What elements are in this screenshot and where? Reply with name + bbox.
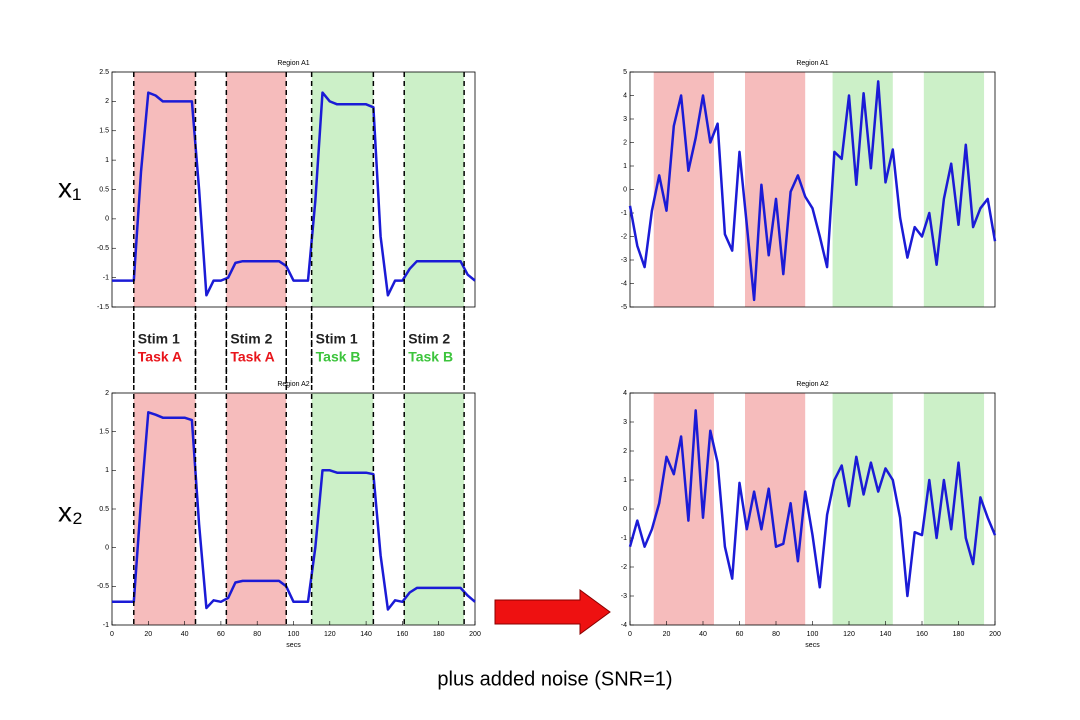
- stim-label: Stim 1: [138, 331, 180, 347]
- task-label: Task A: [230, 349, 274, 365]
- y-tick-label: -4: [621, 280, 627, 287]
- y-tick-label: -1: [621, 535, 627, 542]
- x-tick-label: 40: [181, 631, 189, 638]
- y-tick-label: -1.5: [97, 304, 109, 311]
- x-tick-label: 160: [916, 631, 928, 638]
- task-label: Task A: [138, 349, 182, 365]
- y-tick-label: 1.5: [99, 429, 109, 436]
- x-tick-label: 120: [324, 631, 336, 638]
- y-tick-label: -4: [621, 622, 627, 629]
- stimulus-region: [133, 393, 196, 625]
- stimulus-region: [133, 72, 196, 307]
- y-tick-label: -5: [621, 304, 627, 311]
- x-tick-label: 140: [880, 631, 892, 638]
- x-tick-label: 60: [736, 631, 744, 638]
- y-tick-label: 3: [623, 116, 627, 123]
- x-axis-label: secs: [286, 642, 301, 649]
- y-tick-label: 2: [623, 448, 627, 455]
- caption: plus added noise (SNR=1): [437, 668, 672, 690]
- y-tick-label: 0.5: [99, 506, 109, 513]
- x-tick-label: 80: [772, 631, 780, 638]
- y-tick-label: 2: [105, 98, 109, 105]
- x-tick-label: 140: [360, 631, 372, 638]
- x-tick-label: 180: [953, 631, 965, 638]
- stimulus-region: [832, 393, 893, 625]
- row-label: x₂: [58, 496, 83, 527]
- x-tick-label: 0: [628, 631, 632, 638]
- stimulus-region: [404, 72, 465, 307]
- y-tick-label: 4: [623, 92, 627, 99]
- task-label: Task B: [408, 349, 453, 365]
- chart-title: Region A1: [796, 60, 828, 67]
- y-tick-label: -2: [621, 564, 627, 571]
- y-tick-label: 1: [105, 157, 109, 164]
- y-tick-label: 0: [623, 186, 627, 193]
- x-tick-label: 0: [110, 631, 114, 638]
- x-tick-label: 120: [843, 631, 855, 638]
- data-line: [112, 91, 476, 297]
- stimulus-region: [744, 393, 806, 625]
- y-tick-label: 1: [105, 467, 109, 474]
- x-tick-label: 20: [144, 631, 152, 638]
- chart-title: Region A2: [277, 381, 309, 388]
- data-line: [112, 411, 476, 611]
- y-tick-label: -1: [103, 622, 109, 629]
- y-tick-label: 0: [105, 216, 109, 223]
- x-tick-label: 100: [807, 631, 819, 638]
- y-tick-label: 4: [623, 390, 627, 397]
- stim-label: Stim 1: [316, 331, 358, 347]
- task-label: Task B: [316, 349, 361, 365]
- x-tick-label: 180: [433, 631, 445, 638]
- row-label: x₁: [58, 172, 81, 203]
- stim-label: Stim 2: [408, 331, 450, 347]
- x-tick-label: 80: [253, 631, 261, 638]
- y-tick-label: 1.5: [99, 128, 109, 135]
- y-tick-label: -0.5: [97, 583, 109, 590]
- stimulus-region: [226, 72, 287, 307]
- y-tick-label: 0.5: [99, 186, 109, 193]
- y-tick-label: 3: [623, 419, 627, 426]
- y-tick-label: -3: [621, 257, 627, 264]
- y-tick-label: 1: [623, 477, 627, 484]
- x-tick-label: 40: [699, 631, 707, 638]
- stim-label: Stim 2: [230, 331, 272, 347]
- x-tick-label: 200: [469, 631, 481, 638]
- x-tick-label: 20: [663, 631, 671, 638]
- stimulus-region: [744, 72, 806, 307]
- data-line: [628, 80, 997, 302]
- y-tick-label: -2: [621, 233, 627, 240]
- x-tick-label: 100: [288, 631, 300, 638]
- y-tick-label: 2.5: [99, 69, 109, 76]
- y-tick-label: -3: [621, 593, 627, 600]
- stimulus-region: [311, 393, 374, 625]
- x-axis-label: secs: [805, 642, 820, 649]
- chart-title: Region A1: [277, 60, 309, 67]
- data-line: [628, 409, 997, 598]
- y-tick-label: 0: [623, 506, 627, 513]
- y-tick-label: 2: [623, 139, 627, 146]
- y-tick-label: 2: [105, 390, 109, 397]
- stimulus-region: [404, 393, 465, 625]
- y-tick-label: 5: [623, 69, 627, 76]
- chart-title: Region A2: [796, 381, 828, 388]
- y-tick-label: -0.5: [97, 245, 109, 252]
- x-tick-label: 160: [397, 631, 409, 638]
- x-tick-label: 60: [217, 631, 225, 638]
- arrow: [494, 589, 611, 635]
- y-tick-label: -1: [621, 210, 627, 217]
- y-tick-label: 0: [105, 545, 109, 552]
- y-tick-label: -1: [103, 274, 109, 281]
- y-tick-label: 1: [623, 163, 627, 170]
- x-tick-label: 200: [989, 631, 1001, 638]
- stimulus-region: [226, 393, 287, 625]
